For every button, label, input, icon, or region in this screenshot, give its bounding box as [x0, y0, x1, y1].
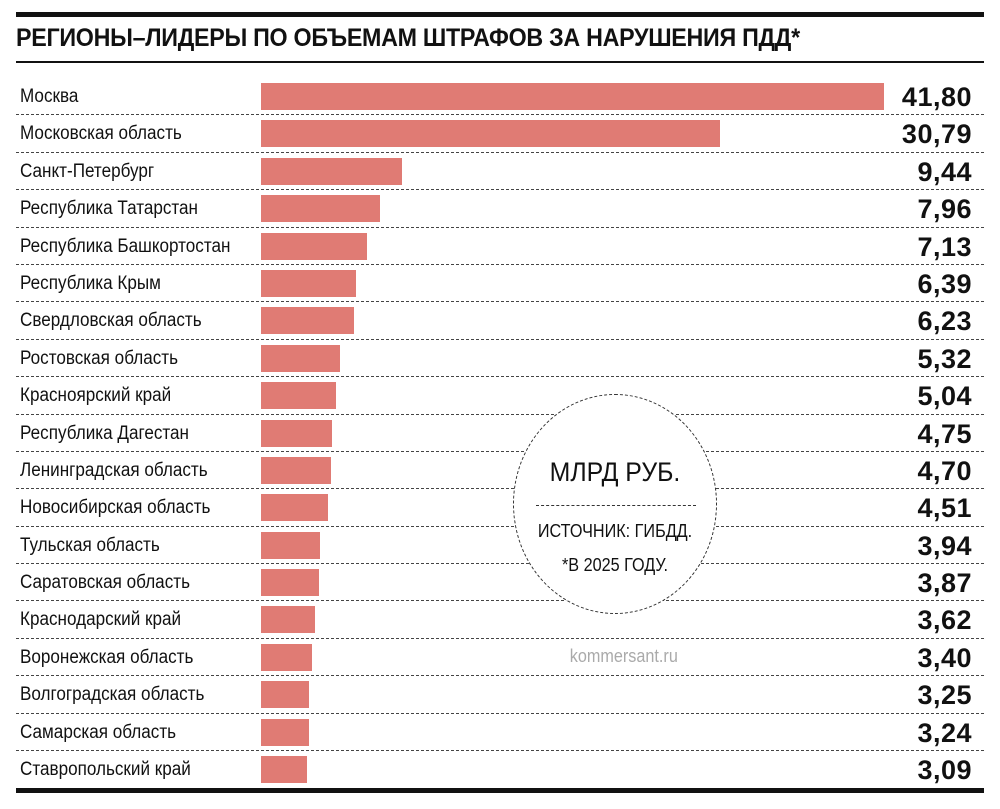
bar — [261, 531, 320, 559]
value-label: 6,23 — [917, 306, 972, 337]
category-label: Московская область — [20, 123, 182, 145]
bar-row: Москва 41,80 — [16, 78, 984, 116]
category-label: Республика Татарстан — [20, 198, 199, 220]
bar — [261, 83, 884, 110]
value-label: 7,96 — [917, 194, 972, 225]
bar-row: Ставропольский край 3,09 — [16, 751, 984, 788]
category-label: Тульская область — [20, 534, 160, 556]
value-label: 3,09 — [917, 755, 972, 786]
bar — [261, 307, 354, 335]
unit-label: МЛРД РУБ. — [549, 457, 681, 487]
value-label: 5,04 — [917, 381, 972, 412]
value-label: 4,51 — [917, 493, 972, 524]
bar — [261, 157, 402, 185]
category-label: Саратовская область — [20, 572, 190, 594]
bar — [261, 419, 332, 447]
bar-row: Свердловская область 6,23 — [16, 302, 984, 340]
bar-row: Московская область 30,79 — [16, 115, 984, 153]
value-label: 3,62 — [917, 605, 972, 636]
bar — [261, 269, 357, 297]
bar — [261, 382, 337, 410]
bar-row: Санкт-Петербург 9,44 — [16, 153, 984, 191]
category-label: Республика Башкортостан — [20, 235, 231, 257]
source-label: ИСТОЧНИК: ГИБДД. — [537, 521, 693, 541]
category-label: Краснодарский край — [20, 609, 182, 631]
bar-row: Республика Башкортостан 7,13 — [16, 228, 984, 265]
value-label: 6,39 — [917, 268, 972, 299]
category-label: Москва — [20, 86, 79, 107]
category-label: Красноярский край — [20, 385, 172, 407]
bar-row: Волгоградская область 3,25 — [16, 676, 984, 714]
value-label: 3,25 — [917, 680, 972, 711]
category-label: Республика Крым — [20, 272, 161, 294]
top-rule — [16, 12, 984, 17]
bar — [261, 120, 720, 148]
bar-row: Самарская область 3,24 — [16, 714, 984, 752]
category-label: Санкт-Петербург — [20, 160, 155, 182]
bar — [261, 195, 380, 223]
value-label: 3,94 — [917, 530, 972, 561]
bar — [261, 456, 332, 484]
bar — [261, 681, 310, 709]
bar-row: Краснодарский край 3,62 — [16, 601, 984, 639]
info-circle: МЛРД РУБ. ИСТОЧНИК: ГИБДД. *В 2025 ГОДУ. — [513, 394, 717, 614]
bar-row: Республика Татарстан 7,96 — [16, 190, 984, 228]
bar-rows: Москва 41,80 Московская область 30,79 Санкт-… — [16, 78, 984, 788]
value-label: 3,87 — [917, 568, 972, 599]
bar-row: Воронежская область 3,40 — [16, 639, 984, 677]
category-label: Воронежская область — [20, 646, 194, 668]
value-label: 4,70 — [917, 455, 972, 486]
category-label: Волгоградская область — [20, 684, 205, 706]
value-label: 3,24 — [917, 717, 972, 748]
bar-row: Ленинградская область 4,70 — [16, 452, 984, 490]
bar — [261, 643, 312, 671]
bar — [261, 569, 319, 597]
bottom-rule — [16, 788, 984, 793]
bar-row: Ростовская область 5,32 — [16, 340, 984, 378]
bar — [261, 344, 341, 372]
bar-row: Красноярский край 5,04 — [16, 377, 984, 415]
bar — [261, 494, 329, 522]
category-label: Новосибирская область — [20, 497, 211, 519]
category-label: Свердловская область — [20, 310, 202, 332]
value-label: 7,13 — [917, 231, 972, 262]
bar — [261, 606, 315, 634]
bar-row: Новосибирская область 4,51 — [16, 489, 984, 527]
value-label: 5,32 — [917, 343, 972, 374]
bar-row: Тульская область 3,94 — [16, 527, 984, 565]
category-label: Ленинградская область — [20, 459, 208, 481]
bar — [261, 756, 308, 784]
value-label: 41,80 — [901, 82, 972, 112]
category-label: Ростовская область — [20, 347, 179, 369]
bar — [261, 232, 368, 260]
bar — [261, 718, 310, 746]
bar-row: Республика Крым 6,39 — [16, 265, 984, 303]
value-label: 9,44 — [917, 156, 972, 187]
watermark: kommersant.ru — [568, 646, 680, 667]
category-label: Ставропольский край — [20, 759, 191, 781]
footnote: *В 2025 ГОДУ. — [561, 555, 669, 575]
chart-title: РЕГИОНЫ–ЛИДЕРЫ ПО ОБЪЕМАМ ШТРАФОВ ЗА НАР… — [16, 24, 800, 52]
title-rule — [16, 61, 984, 63]
circle-divider — [536, 505, 696, 506]
value-label: 30,79 — [901, 119, 972, 150]
category-label: Республика Дагестан — [20, 422, 190, 444]
category-label: Самарская область — [20, 721, 177, 743]
value-label: 3,40 — [917, 642, 972, 673]
value-label: 4,75 — [917, 418, 972, 449]
bar-row: Саратовская область 3,87 — [16, 564, 984, 602]
bar-row: Республика Дагестан 4,75 — [16, 415, 984, 452]
